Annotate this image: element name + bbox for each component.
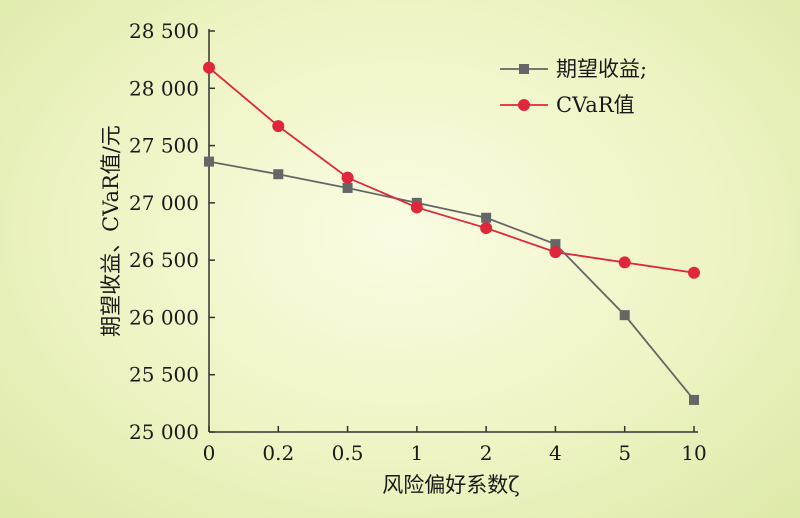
legend: 期望收益; CVaR值 xyxy=(500,57,647,117)
data-point-circle xyxy=(203,61,215,74)
data-point-square xyxy=(342,182,353,193)
series-1 xyxy=(204,156,699,405)
y-tick-label: 26 000 xyxy=(129,305,199,329)
data-point-circle xyxy=(272,120,285,133)
y-tick-label: 28 000 xyxy=(129,76,199,100)
legend-label: 期望收益; xyxy=(556,57,647,81)
data-point-circle xyxy=(688,266,700,279)
data-point-square xyxy=(481,212,492,223)
series-2 xyxy=(203,61,700,279)
x-tick-label: 1 xyxy=(410,441,423,465)
data-point-circle xyxy=(480,222,493,235)
y-tick-label: 26 500 xyxy=(129,248,199,272)
y-tick-label: 25 000 xyxy=(129,420,199,444)
x-tick-label: 2 xyxy=(480,441,493,465)
data-point-circle xyxy=(549,246,562,259)
x-tick-label: 0.2 xyxy=(262,441,294,465)
y-tick-label: 27 500 xyxy=(129,134,199,158)
x-axis-ticks: 0 0.2 0.5 1 2 4 5 10 xyxy=(203,426,707,465)
series-line xyxy=(208,160,695,401)
data-point-square xyxy=(689,394,699,405)
x-tick-label: 0 xyxy=(203,441,216,465)
y-tick-label: 28 500 xyxy=(129,19,199,43)
y-axis-ticks: 25 000 25 500 26 000 26 500 27 000 27 500 28 0… xyxy=(129,19,215,444)
x-tick-label: 0.5 xyxy=(332,441,364,465)
series-layer xyxy=(203,61,700,405)
data-point-square xyxy=(550,239,561,250)
legend-label: CVaR值 xyxy=(556,93,635,117)
x-axis-title: 风险偏好系数ζ xyxy=(382,473,519,497)
data-point-circle xyxy=(618,256,631,269)
x-tick-label: 10 xyxy=(681,441,706,465)
y-axis-title: 期望收益、CVaR值/元 xyxy=(99,125,123,337)
data-point-square xyxy=(204,156,214,167)
y-tick-label: 25 500 xyxy=(129,363,199,387)
data-point-square xyxy=(273,169,284,180)
y-tick-label: 27 000 xyxy=(129,191,199,215)
data-point-circle xyxy=(341,171,354,184)
x-tick-label: 5 xyxy=(618,441,631,465)
data-point-circle xyxy=(410,201,423,214)
data-point-square xyxy=(619,310,630,321)
legend-marker-square xyxy=(519,64,529,74)
series-line xyxy=(208,66,695,274)
x-tick-label: 4 xyxy=(549,441,562,465)
legend-marker-circle xyxy=(518,99,530,111)
axes xyxy=(208,29,698,433)
